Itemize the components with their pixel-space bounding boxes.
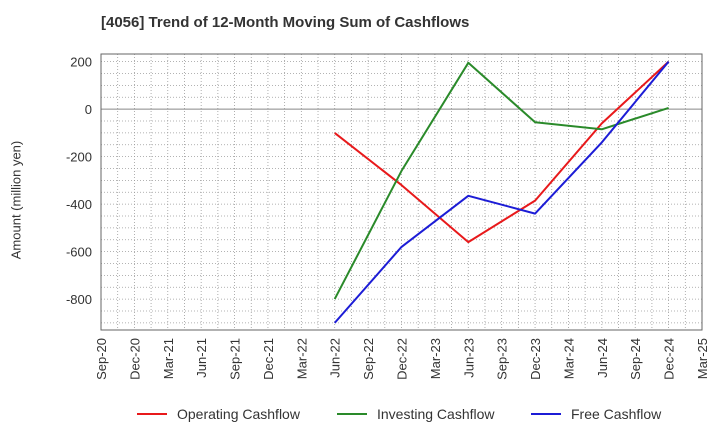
legend-swatch xyxy=(337,413,367,415)
legend-item-free-cashflow: Free Cashflow xyxy=(531,404,661,424)
x-tick-label: Jun-23 xyxy=(461,338,476,378)
x-tick-label: Sep-20 xyxy=(94,338,109,380)
x-tick-label: Mar-22 xyxy=(294,338,309,379)
y-tick-label: -400 xyxy=(66,197,92,212)
legend-label: Operating Cashflow xyxy=(177,406,300,422)
investing-cashflow-line xyxy=(333,61,669,300)
y-tick-label: -800 xyxy=(66,292,92,307)
legend-item-operating-cashflow: Operating Cashflow xyxy=(137,404,300,424)
x-tick-label: Dec-21 xyxy=(261,338,276,380)
x-tick-label: Dec-23 xyxy=(528,338,543,380)
x-tick-label: Sep-23 xyxy=(495,338,510,380)
y-tick-label: -600 xyxy=(66,245,92,260)
x-tick-label: Sep-22 xyxy=(361,338,376,380)
x-tick-label: Jun-22 xyxy=(328,338,343,378)
x-tick-label: Mar-21 xyxy=(161,338,176,379)
legend-swatch xyxy=(137,413,167,415)
legend-item-investing-cashflow: Investing Cashflow xyxy=(337,404,495,424)
legend-label: Investing Cashflow xyxy=(377,406,495,422)
y-tick-label: 0 xyxy=(85,102,92,117)
free-cashflow-line xyxy=(333,60,670,324)
chart-title: [4056] Trend of 12-Month Moving Sum of C… xyxy=(101,14,470,31)
x-tick-label: Mar-23 xyxy=(428,338,443,379)
x-tick-label: Sep-21 xyxy=(228,338,243,380)
x-tick-label: Dec-20 xyxy=(127,338,142,380)
legend-label: Free Cashflow xyxy=(571,406,662,422)
legend-swatch xyxy=(531,413,561,415)
x-tick-label: Dec-24 xyxy=(662,338,677,380)
x-tick-label: Mar-25 xyxy=(695,338,710,379)
y-tick-label: -200 xyxy=(66,150,92,165)
x-tick-label: Mar-24 xyxy=(561,338,576,379)
x-tick-label: Jun-21 xyxy=(194,338,209,378)
x-tick-label: Jun-24 xyxy=(595,338,610,378)
y-tick-label: 200 xyxy=(70,55,92,70)
operating-cashflow-line xyxy=(334,60,670,244)
plot-frame xyxy=(100,53,703,331)
x-tick-label: Sep-24 xyxy=(628,338,643,380)
x-tick-label: Dec-22 xyxy=(395,338,410,380)
legend: Operating Cashflow Investing Cashflow Free… xyxy=(0,404,720,426)
